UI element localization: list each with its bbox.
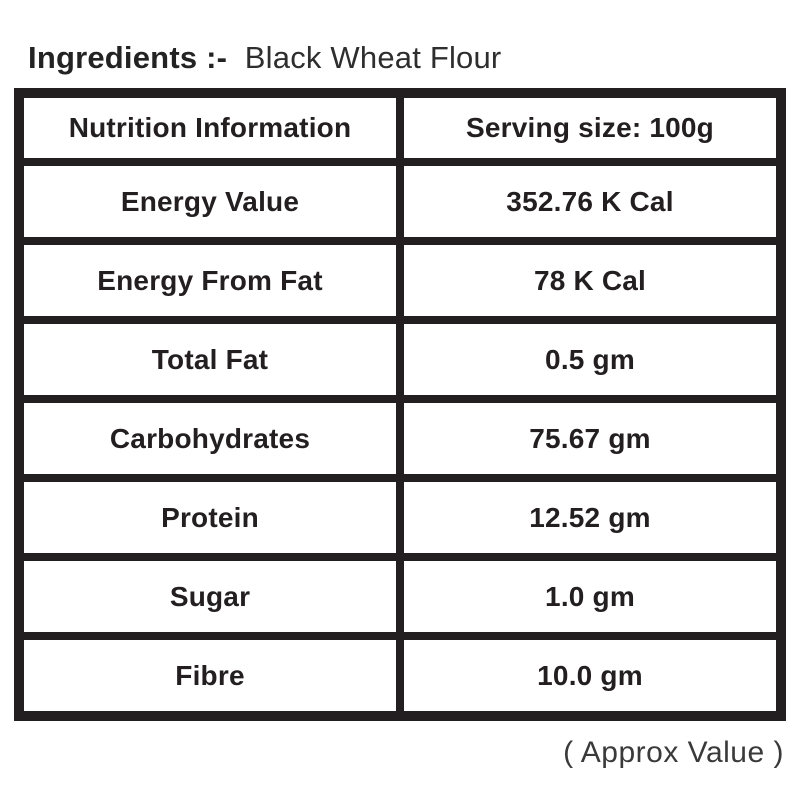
table-row-protein: Protein 12.52 gm [20, 478, 780, 557]
ingredients-product-name: Black Wheat Flour [244, 40, 502, 75]
row-value: 78 K Cal [400, 241, 780, 320]
row-label: Energy Value [20, 162, 400, 241]
table-row-energy-value: Energy Value 352.76 K Cal [20, 162, 780, 241]
row-value: 1.0 gm [400, 557, 780, 636]
header-cell-nutrition-information: Nutrition Information [20, 94, 400, 162]
row-value: 75.67 gm [400, 399, 780, 478]
row-label: Carbohydrates [20, 399, 400, 478]
row-value: 0.5 gm [400, 320, 780, 399]
product-name [236, 40, 245, 75]
row-label: Fibre [20, 636, 400, 715]
approx-value-note: ( Approx Value ) [563, 736, 784, 769]
ingredients-label: Ingredients :- [28, 40, 228, 75]
row-value: 10.0 gm [400, 636, 780, 715]
row-label: Sugar [20, 557, 400, 636]
row-label: Total Fat [20, 320, 400, 399]
table-header-row: Nutrition Information Serving size: 100g [20, 94, 780, 162]
table-row-total-fat: Total Fat 0.5 gm [20, 320, 780, 399]
row-value: 12.52 gm [400, 478, 780, 557]
table-row-sugar: Sugar 1.0 gm [20, 557, 780, 636]
table-row-fibre: Fibre 10.0 gm [20, 636, 780, 715]
row-label: Protein [20, 478, 400, 557]
row-value: 352.76 K Cal [400, 162, 780, 241]
ingredients-title: Ingredients :- Black Wheat Flour [28, 40, 501, 76]
header-cell-serving-size: Serving size: 100g [400, 94, 780, 162]
table-row-carbohydrates: Carbohydrates 75.67 gm [20, 399, 780, 478]
nutrition-table: Nutrition Information Serving size: 100g… [14, 88, 786, 721]
table-row-energy-from-fat: Energy From Fat 78 K Cal [20, 241, 780, 320]
row-label: Energy From Fat [20, 241, 400, 320]
